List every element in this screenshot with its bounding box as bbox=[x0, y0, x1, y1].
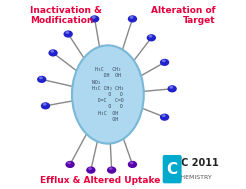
Ellipse shape bbox=[92, 16, 96, 19]
Ellipse shape bbox=[149, 35, 153, 38]
Ellipse shape bbox=[88, 167, 92, 170]
Ellipse shape bbox=[48, 49, 58, 57]
Ellipse shape bbox=[160, 59, 169, 66]
Ellipse shape bbox=[37, 76, 46, 83]
Text: Alteration of
Target: Alteration of Target bbox=[151, 6, 215, 25]
Ellipse shape bbox=[130, 162, 134, 164]
Ellipse shape bbox=[50, 50, 54, 53]
Ellipse shape bbox=[90, 15, 99, 22]
Ellipse shape bbox=[147, 34, 156, 41]
Ellipse shape bbox=[67, 162, 71, 164]
Text: H₃C   CH₃
   OH  OH
NO₂        
H₃C CH₃ CH₃
     O   O
  O=C   C=O
     O   O
H₃: H₃C CH₃ OH OH NO₂ H₃C CH₃ CH₃ O O O=C C=… bbox=[92, 67, 124, 122]
Ellipse shape bbox=[128, 161, 137, 168]
Ellipse shape bbox=[162, 60, 166, 62]
Text: Efflux & Altered Uptake: Efflux & Altered Uptake bbox=[40, 176, 160, 185]
Text: IYC 2011: IYC 2011 bbox=[171, 158, 219, 167]
Ellipse shape bbox=[162, 114, 166, 117]
Ellipse shape bbox=[43, 103, 46, 106]
Ellipse shape bbox=[160, 114, 169, 121]
Text: CHEMISTRY: CHEMISTRY bbox=[177, 175, 213, 180]
Text: Inactivation &
Modification: Inactivation & Modification bbox=[31, 6, 102, 25]
Ellipse shape bbox=[41, 102, 50, 109]
Ellipse shape bbox=[63, 30, 73, 38]
Ellipse shape bbox=[72, 45, 144, 144]
Ellipse shape bbox=[65, 161, 75, 168]
Ellipse shape bbox=[168, 85, 177, 92]
Ellipse shape bbox=[65, 31, 69, 34]
FancyBboxPatch shape bbox=[163, 155, 182, 183]
Ellipse shape bbox=[107, 167, 116, 174]
Ellipse shape bbox=[130, 16, 134, 19]
Ellipse shape bbox=[169, 86, 173, 89]
Text: C: C bbox=[167, 162, 178, 177]
Ellipse shape bbox=[86, 167, 95, 174]
Ellipse shape bbox=[109, 167, 113, 170]
Ellipse shape bbox=[128, 15, 137, 22]
Ellipse shape bbox=[39, 77, 43, 79]
